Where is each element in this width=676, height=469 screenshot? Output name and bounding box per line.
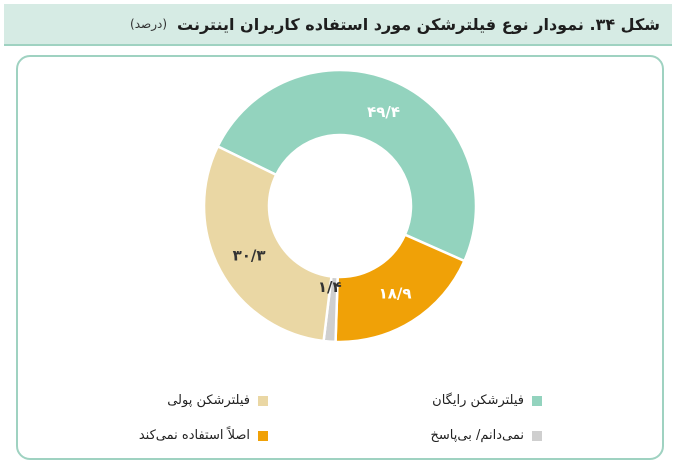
slice-label-paid: ۳۰/۳	[233, 246, 266, 264]
legend-item-dontknow: نمی‌دانم/ بی‌پاسخ	[431, 428, 542, 443]
legend-label-dontknow: نمی‌دانم/ بی‌پاسخ	[431, 428, 524, 443]
legend-label-paid: فیلترشکن پولی	[167, 393, 250, 408]
slice-label-not-use: ۱۸/۹	[379, 285, 412, 303]
legend-item-free: فیلترشکن رایگان	[432, 393, 542, 408]
slice-label-free: ۴۹/۴	[367, 103, 400, 121]
legend-swatch-paid	[258, 396, 268, 406]
legend-item-notuse: اصلاً استفاده نمی‌کند	[139, 428, 268, 443]
legend-swatch-free	[532, 396, 542, 406]
legend-label-free: فیلترشکن رایگان	[432, 393, 524, 408]
slice-paid	[204, 146, 331, 341]
legend-label-notuse: اصلاً استفاده نمی‌کند	[139, 428, 250, 443]
legend-swatch-notuse	[258, 431, 268, 441]
slice-label-dont-know: ۱/۴	[318, 278, 342, 296]
legend-item-paid: فیلترشکن پولی	[167, 393, 268, 408]
legend-swatch-dontknow	[532, 431, 542, 441]
